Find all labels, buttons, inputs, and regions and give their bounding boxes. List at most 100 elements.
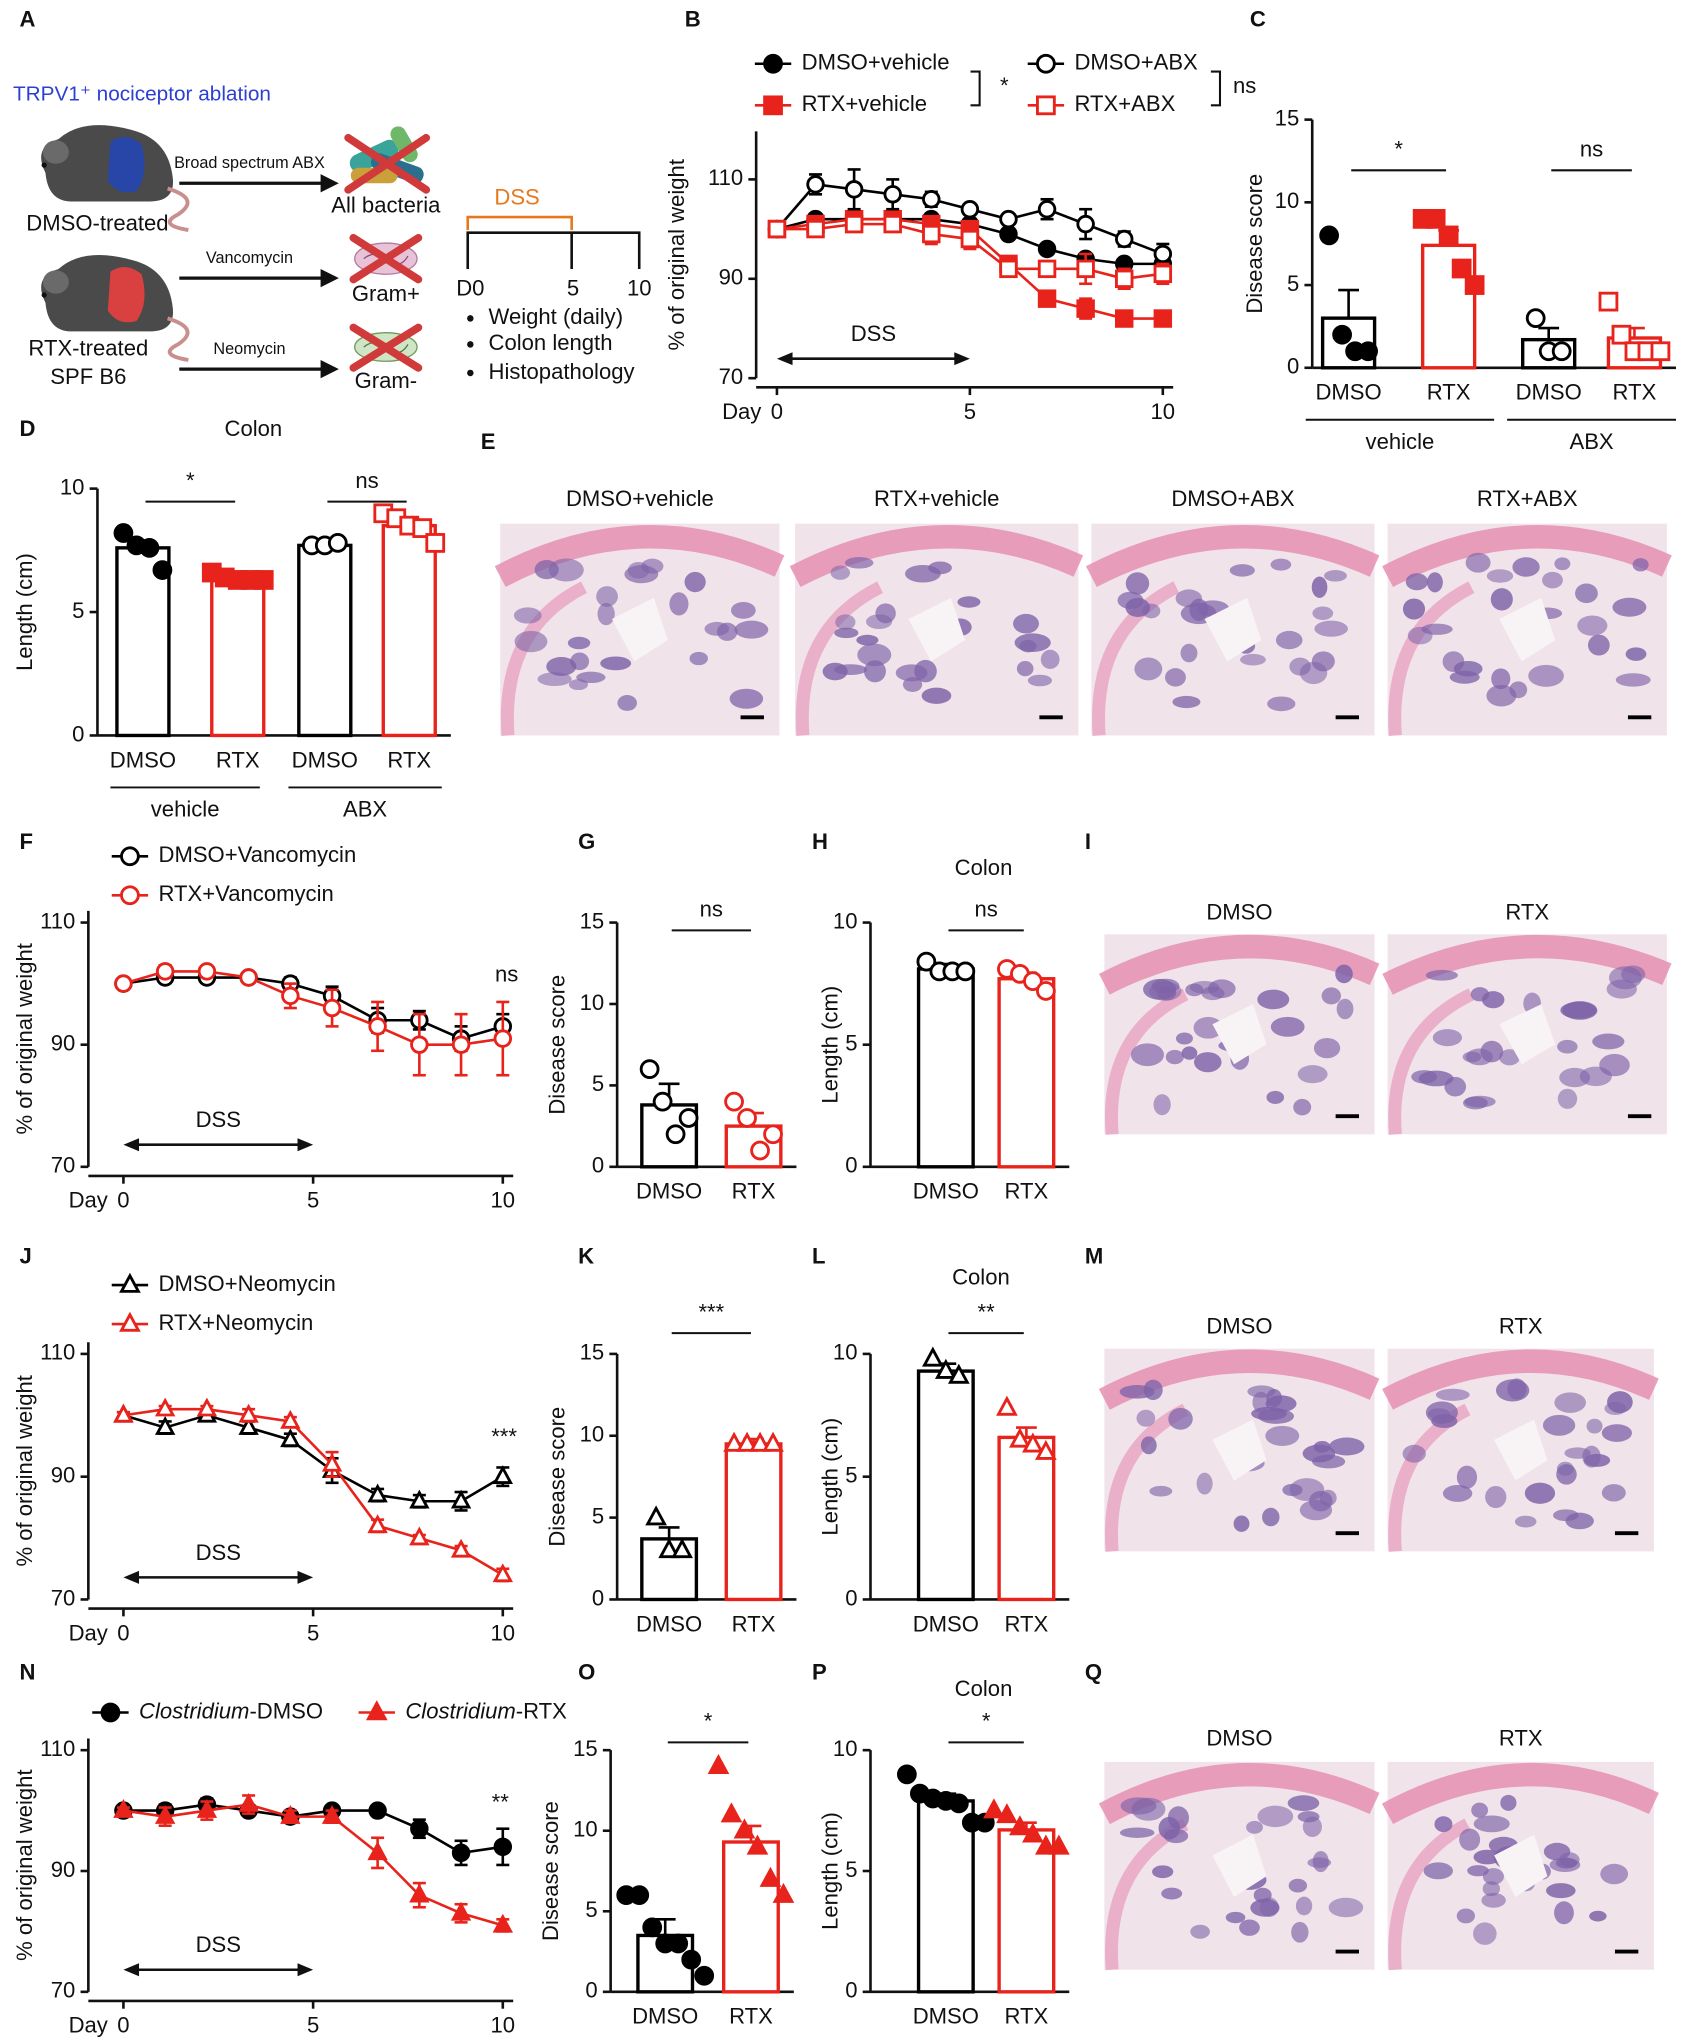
crypt (1270, 1016, 1305, 1037)
marker (1035, 1834, 1057, 1855)
timeline-axis (466, 231, 641, 270)
legend-label: RTX+ABX (1074, 91, 1175, 116)
panel-label: C (1250, 7, 1266, 32)
y-tick-label: 5 (592, 1503, 604, 1528)
marker (720, 1802, 743, 1823)
crypt (729, 688, 764, 709)
crypt (1524, 1482, 1556, 1504)
y-axis-label: Length (cm) (817, 986, 842, 1104)
marker (806, 219, 825, 239)
marker (280, 1409, 301, 1429)
crypt (928, 561, 952, 575)
crypt (1482, 1881, 1501, 1897)
marker (492, 1913, 513, 1933)
y-tick-label: 5 (585, 1897, 597, 1922)
x-tick-label: DMSO (110, 747, 176, 772)
histology-image (1098, 1761, 1380, 1971)
muscle-layer (1104, 1403, 1189, 1552)
lumen (611, 597, 668, 662)
y-tick-label: 10 (580, 990, 605, 1015)
bar (381, 523, 437, 738)
group-label: vehicle (1366, 429, 1435, 454)
panel-label: Q (1085, 1659, 1102, 1684)
crypt (1265, 1425, 1300, 1446)
crypt (1621, 965, 1646, 983)
interval-label: DSS (196, 1540, 241, 1565)
annotation: ns (1233, 73, 1256, 98)
significance-label: *** (698, 1299, 724, 1324)
treatment-label: Neomycin (213, 340, 285, 358)
muscle-layer (789, 525, 1084, 587)
lumen (1499, 597, 1556, 662)
series-line (123, 1413, 504, 1503)
crypt (1407, 626, 1433, 645)
marker (322, 998, 342, 1018)
crypt (1486, 684, 1517, 707)
bullet (467, 315, 474, 322)
crypt (1158, 1816, 1180, 1840)
chart-title: Colon (225, 416, 283, 441)
marker (425, 533, 446, 553)
marker (1153, 244, 1173, 264)
y-tick-label: 10 (833, 1736, 858, 1761)
crypt (1323, 570, 1347, 582)
marker (321, 1452, 343, 1472)
bar (916, 1369, 975, 1602)
marker (1076, 214, 1095, 234)
marker (196, 1799, 218, 1818)
panel-label: E (481, 429, 496, 454)
diagram-title: TRPV1⁺ nociceptor ablation (13, 82, 271, 105)
marker (1022, 1432, 1044, 1453)
y-tick-label: 0 (592, 1153, 604, 1178)
series-line (123, 970, 503, 1046)
marker (280, 1805, 301, 1824)
timeline-tick: 5 (567, 276, 579, 301)
marker (451, 1843, 471, 1863)
crypt (1592, 1033, 1625, 1050)
histology-image (789, 523, 1084, 736)
mouse-icon (41, 255, 190, 362)
crypt (1140, 1436, 1157, 1455)
y-tick-label: 70 (719, 364, 744, 389)
histology-image (1382, 934, 1672, 1135)
crypt (1125, 572, 1150, 595)
arrow-head (776, 352, 793, 366)
x-axis-label: Day (722, 399, 761, 424)
marker (238, 1792, 259, 1812)
marker (154, 1397, 176, 1417)
crypt (1319, 1489, 1337, 1507)
y-axis-label: % of original weight (12, 1769, 37, 1960)
marker (665, 1124, 686, 1145)
y-tick-label: 0 (845, 1585, 857, 1610)
marker (763, 95, 783, 116)
crypt (1185, 983, 1204, 997)
interval-label: DSS (196, 1932, 241, 1957)
marker (668, 1933, 689, 1954)
crypt (704, 621, 730, 636)
y-tick-label: 10 (833, 1340, 858, 1365)
y-tick-label: 90 (51, 1031, 76, 1056)
y-tick-label: 90 (719, 265, 744, 290)
crypt (1554, 557, 1571, 571)
marker (154, 1805, 176, 1824)
y-tick-label: 5 (592, 1071, 604, 1096)
muscle-layer (1092, 581, 1180, 736)
crypt (1275, 630, 1303, 650)
arrows (179, 174, 339, 379)
marker (1153, 264, 1173, 284)
crypt (1405, 573, 1429, 591)
y-tick-label: 0 (845, 1153, 857, 1178)
x-tick-label: DMSO (636, 1179, 702, 1204)
lumen (1212, 1004, 1267, 1065)
diagram: TRPV1⁺ nociceptor ablation DMSO-treated … (13, 82, 652, 392)
image-title: RTX (1499, 1314, 1543, 1339)
bracket (1210, 70, 1222, 107)
y-tick-label: 10 (1275, 188, 1300, 213)
crypt (1297, 1065, 1328, 1084)
significance-label: * (1394, 137, 1403, 162)
crypt (627, 561, 650, 579)
annotation: ns (495, 962, 518, 987)
series-line (123, 1803, 503, 1855)
crypt (1153, 1094, 1171, 1116)
y-tick-label: 0 (1287, 354, 1299, 379)
